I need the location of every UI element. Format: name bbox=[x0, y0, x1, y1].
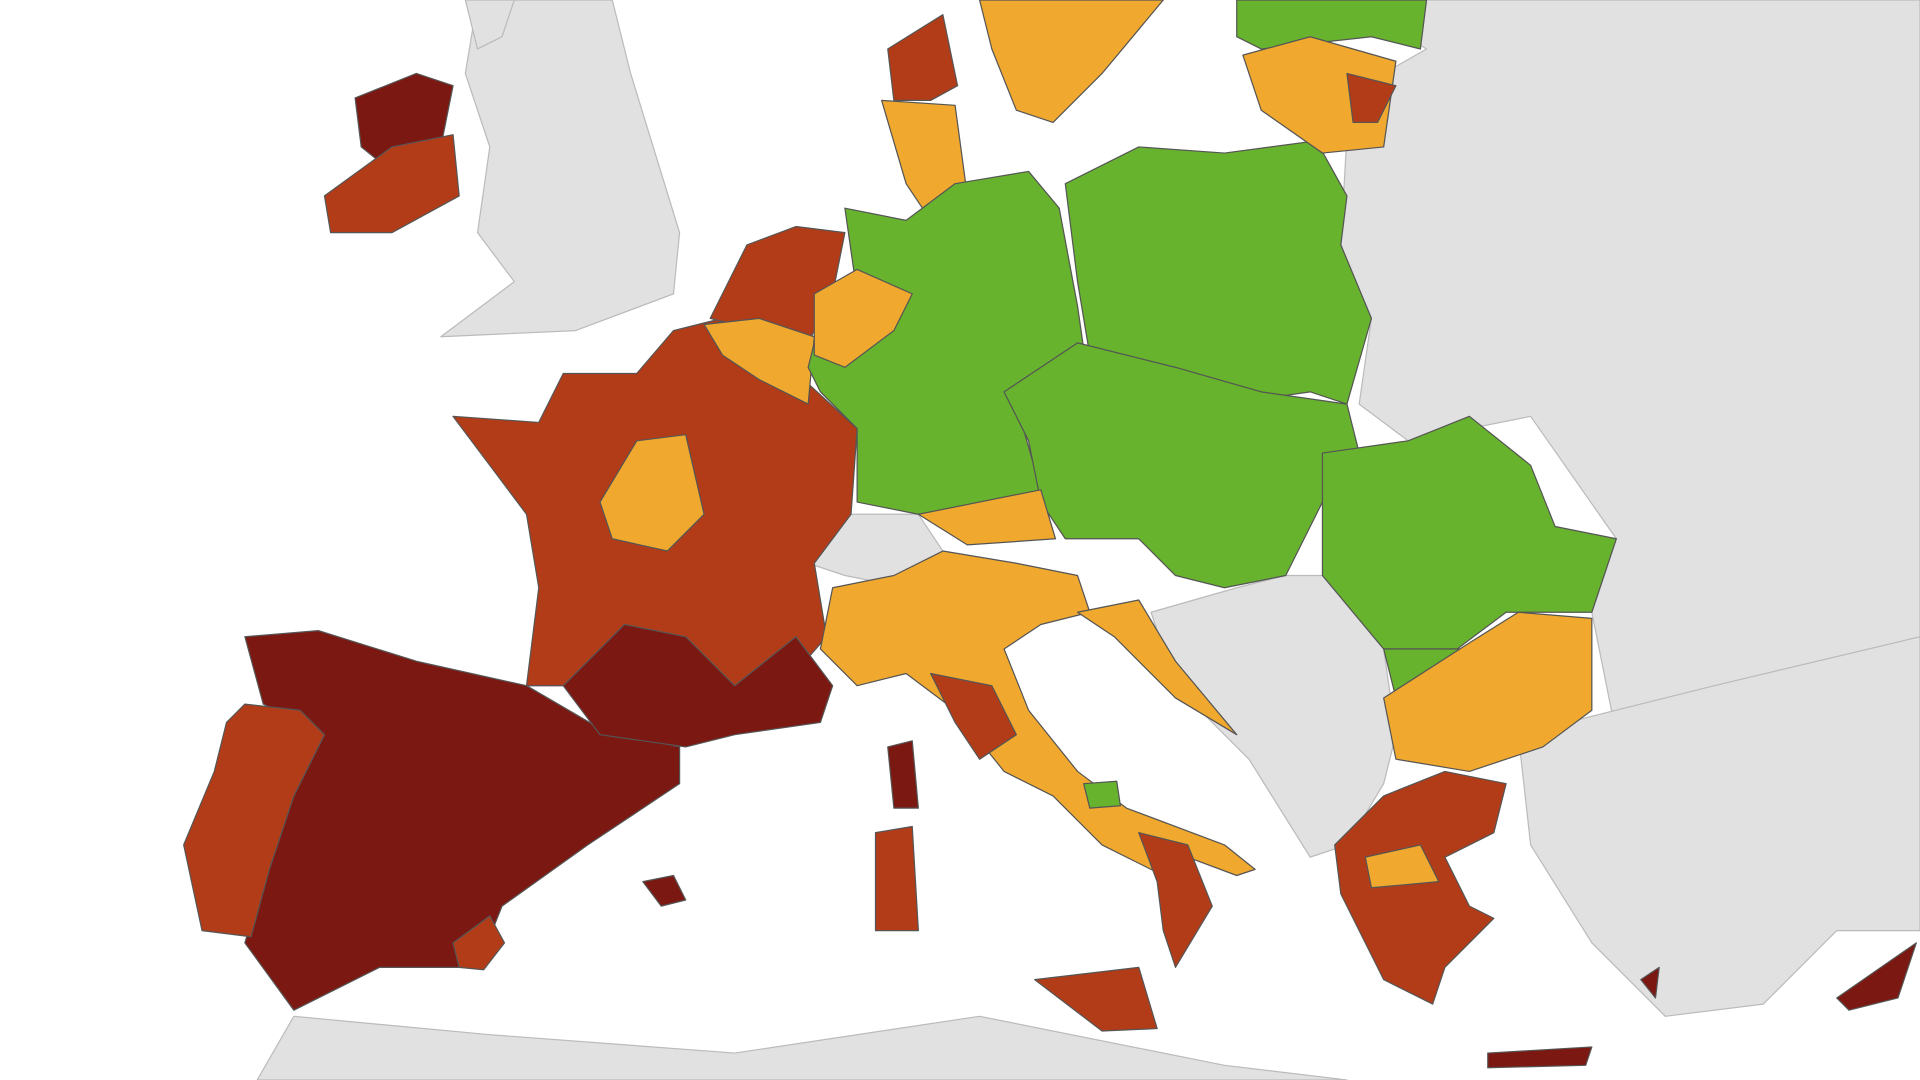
vilnius bbox=[1346, 72, 1397, 124]
denmark-north bbox=[887, 14, 959, 102]
turkey bbox=[1517, 636, 1920, 1017]
tyrol bbox=[917, 489, 1057, 546]
nrw bbox=[813, 268, 913, 368]
bulgaria bbox=[1383, 611, 1593, 773]
tuscany bbox=[930, 672, 1017, 760]
africa bbox=[256, 1015, 1348, 1080]
france-south bbox=[562, 623, 834, 748]
greece bbox=[1334, 770, 1507, 1005]
cyprus bbox=[1836, 942, 1917, 1011]
molise bbox=[1083, 780, 1122, 809]
corsica bbox=[887, 740, 919, 809]
rhodes bbox=[1640, 966, 1660, 999]
sicily bbox=[1034, 966, 1158, 1032]
lithuania bbox=[1242, 36, 1397, 154]
crete bbox=[1487, 1046, 1593, 1069]
romania bbox=[1321, 415, 1617, 650]
andalusia-east bbox=[452, 915, 506, 971]
portugal bbox=[183, 703, 326, 938]
belgium bbox=[703, 317, 815, 405]
uk bbox=[440, 0, 681, 338]
central bbox=[1003, 342, 1360, 589]
sweden bbox=[978, 0, 1164, 124]
thessaly bbox=[1364, 844, 1440, 889]
centre bbox=[599, 434, 705, 552]
norway bbox=[464, 0, 515, 50]
calabria bbox=[1138, 832, 1213, 968]
sardinia bbox=[874, 825, 919, 932]
balearics bbox=[642, 874, 687, 907]
latvia bbox=[1236, 0, 1428, 50]
croatia bbox=[1076, 599, 1238, 736]
ireland bbox=[323, 134, 460, 234]
